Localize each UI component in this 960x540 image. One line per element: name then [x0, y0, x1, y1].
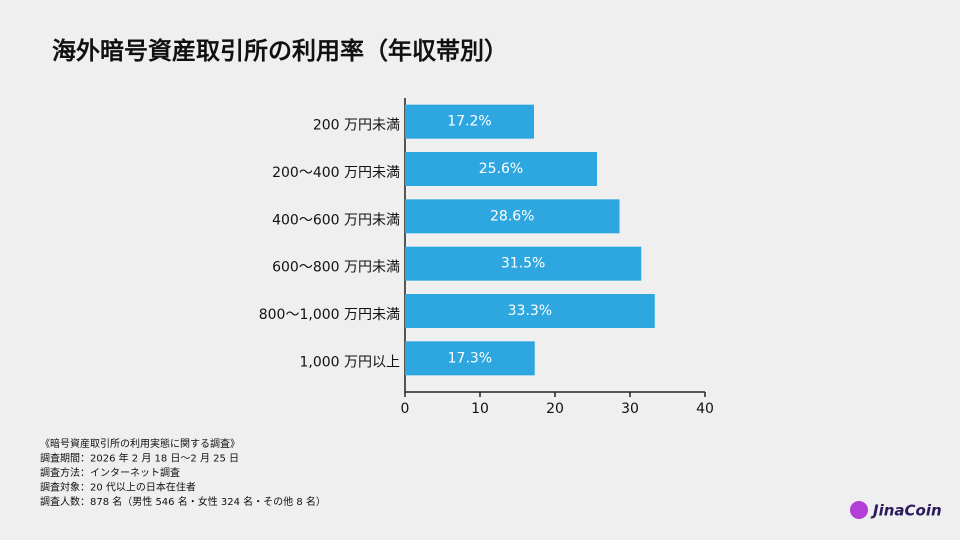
bar [405, 294, 655, 328]
footnote: 調査期間：2026 年 2 月 18 日〜2 月 25 日 [40, 452, 239, 465]
bar [405, 104, 534, 139]
value-label: 28.6% [490, 208, 534, 224]
y-tick-label: 1,000 万円以上 [299, 354, 400, 370]
value-label: 17.2% [447, 114, 491, 130]
value-label: 17.3% [448, 350, 492, 366]
y-tick-label: 200〜400 万円未満 [272, 165, 400, 181]
bar [405, 152, 597, 186]
y-tick-label: 800〜1,000 万円未満 [259, 307, 400, 323]
bar [405, 246, 642, 281]
bar [405, 341, 535, 376]
x-tick-label: 10 [471, 401, 489, 417]
value-label: 33.3% [508, 303, 552, 319]
logo-icon [850, 501, 868, 519]
footnote: 《暗号資産取引所の利用実態に関する調査》 [40, 437, 240, 450]
chart-title: 海外暗号資産取引所の利用率（年収帯別） [52, 37, 508, 65]
y-tick-label: 400〜600 万円未満 [272, 212, 400, 228]
value-label: 25.6% [479, 161, 523, 177]
x-tick-label: 0 [401, 401, 410, 417]
y-tick-label: 200 万円未満 [313, 118, 400, 134]
logo-text: JinaCoin [870, 502, 942, 520]
logo: JinaCoin [850, 501, 942, 520]
x-tick-label: 30 [621, 401, 639, 417]
value-label: 31.5% [501, 256, 545, 272]
bar [405, 199, 620, 234]
footnote: 調査対象：20 代以上の日本在住者 [40, 481, 196, 494]
x-tick-label: 20 [546, 401, 564, 417]
y-tick-label: 600〜800 万円未満 [272, 260, 400, 276]
x-tick-label: 40 [696, 401, 714, 417]
footnote: 調査人数：878 名（男性 546 名・女性 324 名・その他 8 名） [40, 495, 326, 508]
footnote: 調査方法：インターネット調査 [40, 466, 180, 479]
